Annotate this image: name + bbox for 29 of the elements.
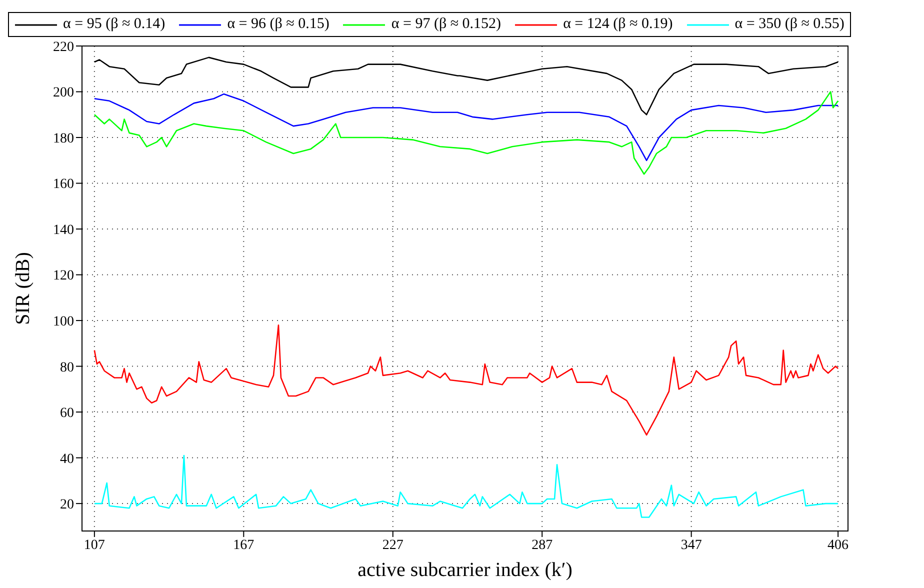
x-axis-title: active subcarrier index (k′) [358, 559, 572, 581]
line-series [94, 56, 839, 116]
y-tick-label: 160 [53, 177, 74, 192]
y-tick-label: 60 [60, 406, 74, 422]
legend-label: α = 350 (β ≈ 0.55) [734, 16, 844, 33]
line-series [94, 91, 839, 175]
legend-label: α = 95 (β ≈ 0.14) [63, 16, 166, 33]
x-tick-label: 347 [680, 538, 702, 553]
y-tick-label: 140 [53, 222, 74, 238]
line-series [94, 454, 839, 518]
y-tick-label: 120 [53, 268, 74, 284]
y-tick-label: 200 [53, 86, 74, 101]
y-tick-label: 40 [60, 452, 74, 467]
x-tick-label: 107 [84, 538, 105, 553]
legend-label: α = 96 (β ≈ 0.15) [227, 16, 330, 33]
y-tick-label: 80 [60, 360, 74, 376]
x-tick-label: 406 [828, 538, 849, 553]
line-series [94, 324, 839, 436]
x-tick-label: 167 [233, 538, 254, 553]
x-tick-label: 287 [532, 538, 553, 553]
y-tick-label: 220 [53, 40, 74, 55]
y-tick-label: 100 [53, 314, 74, 330]
legend-label: α = 97 (β ≈ 0.152) [391, 16, 502, 33]
x-tick-label: 227 [382, 538, 404, 553]
legend-label: α = 124 (β ≈ 0.19) [563, 16, 673, 33]
y-axis-title: SIR (dB) [12, 252, 34, 325]
line-series [94, 93, 839, 162]
y-tick-label: 20 [60, 498, 74, 513]
y-tick-label: 180 [53, 131, 74, 146]
